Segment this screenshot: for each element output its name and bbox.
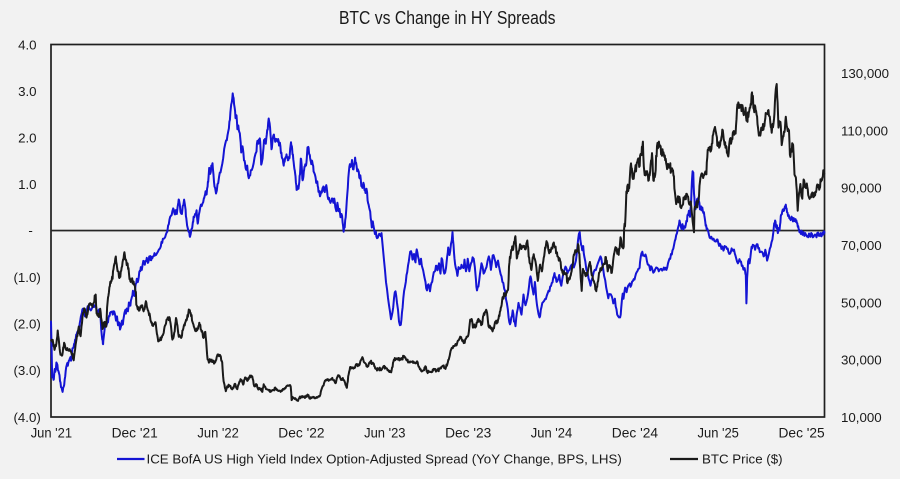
svg-text:ICE BofA US High Yield Index O: ICE BofA US High Yield Index Option-Adju… (147, 452, 622, 467)
svg-text:Dec '22: Dec '22 (278, 425, 324, 440)
svg-text:Dec '23: Dec '23 (445, 425, 492, 440)
svg-text:1.0: 1.0 (18, 177, 37, 192)
svg-text:(2.0): (2.0) (13, 317, 40, 332)
svg-text:2.0: 2.0 (18, 130, 37, 145)
svg-text:3.0: 3.0 (18, 84, 37, 99)
svg-text:(4.0): (4.0) (13, 410, 40, 425)
svg-text:Dec '24: Dec '24 (612, 425, 659, 440)
svg-text:90,000: 90,000 (841, 181, 882, 196)
svg-text:50,000: 50,000 (841, 295, 882, 310)
svg-text:70,000: 70,000 (841, 238, 882, 253)
svg-text:(1.0): (1.0) (13, 270, 40, 285)
svg-text:10,000: 10,000 (841, 410, 882, 425)
svg-text:Dec '21: Dec '21 (112, 425, 158, 440)
svg-text:Jun '23: Jun '23 (364, 425, 406, 440)
svg-text:Jun '24: Jun '24 (531, 425, 573, 440)
svg-text:Jun '21: Jun '21 (31, 425, 72, 440)
svg-text:Jun '25: Jun '25 (698, 425, 740, 440)
svg-text:30,000: 30,000 (841, 353, 882, 368)
svg-text:Dec '25: Dec '25 (779, 425, 826, 440)
svg-text:130,000: 130,000 (841, 66, 889, 81)
svg-text:-: - (28, 223, 32, 238)
svg-text:BTC vs Change in HY Spreads: BTC vs Change in HY Spreads (339, 7, 556, 28)
svg-text:110,000: 110,000 (841, 123, 888, 138)
svg-text:Jun '22: Jun '22 (197, 425, 238, 440)
svg-text:4.0: 4.0 (18, 37, 37, 52)
svg-text:BTC Price ($): BTC Price ($) (702, 452, 783, 467)
svg-text:(3.0): (3.0) (13, 363, 40, 378)
